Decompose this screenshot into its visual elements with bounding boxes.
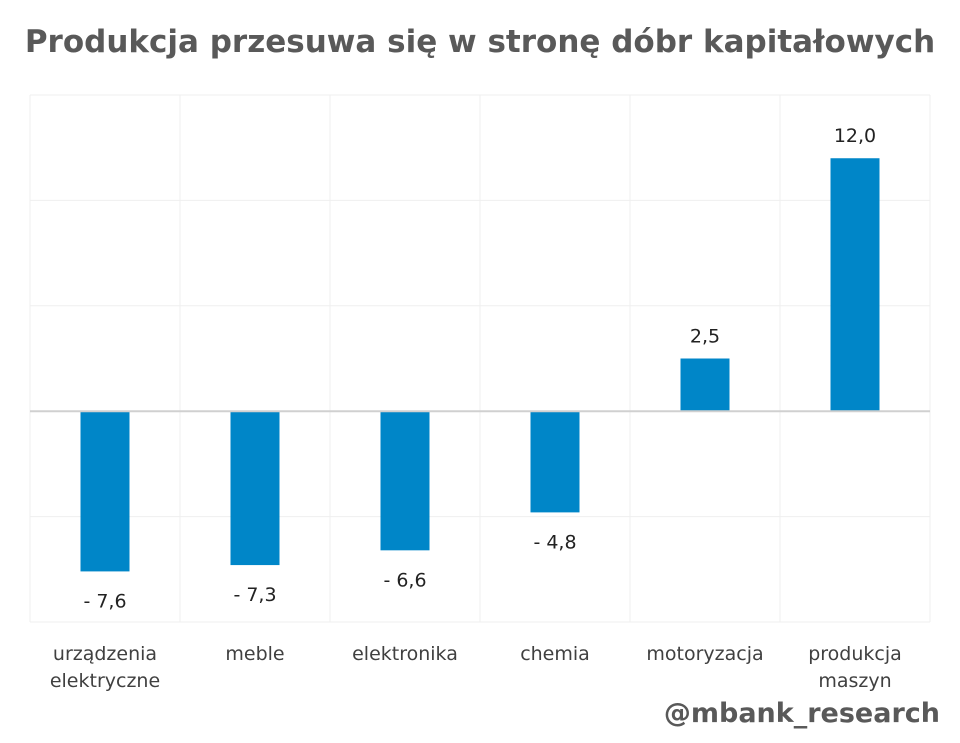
data-label: - 7,6: [83, 590, 126, 612]
data-label: - 7,3: [233, 584, 276, 606]
category-label: produkcja: [808, 643, 902, 665]
bar: [830, 158, 880, 412]
chart-title: Produkcja przesuwa się w stronę dóbr kap…: [24, 24, 936, 60]
credit-handle: @mbank_research: [663, 698, 940, 729]
data-label: 2,5: [690, 326, 720, 348]
data-label: - 4,8: [533, 531, 576, 553]
category-label: meble: [225, 643, 284, 665]
category-label: urządzenia: [53, 643, 157, 665]
category-label: elektryczne: [50, 670, 160, 692]
data-label: - 6,6: [383, 569, 426, 591]
bar: [530, 411, 580, 513]
category-label: elektronika: [352, 643, 458, 665]
bar: [80, 411, 130, 572]
category-label: chemia: [520, 643, 590, 665]
bar: [380, 411, 430, 551]
data-label: 12,0: [834, 125, 876, 147]
bar: [230, 411, 280, 566]
bar: [680, 358, 730, 412]
category-label: motoryzacja: [646, 643, 763, 665]
category-label: maszyn: [818, 670, 891, 692]
